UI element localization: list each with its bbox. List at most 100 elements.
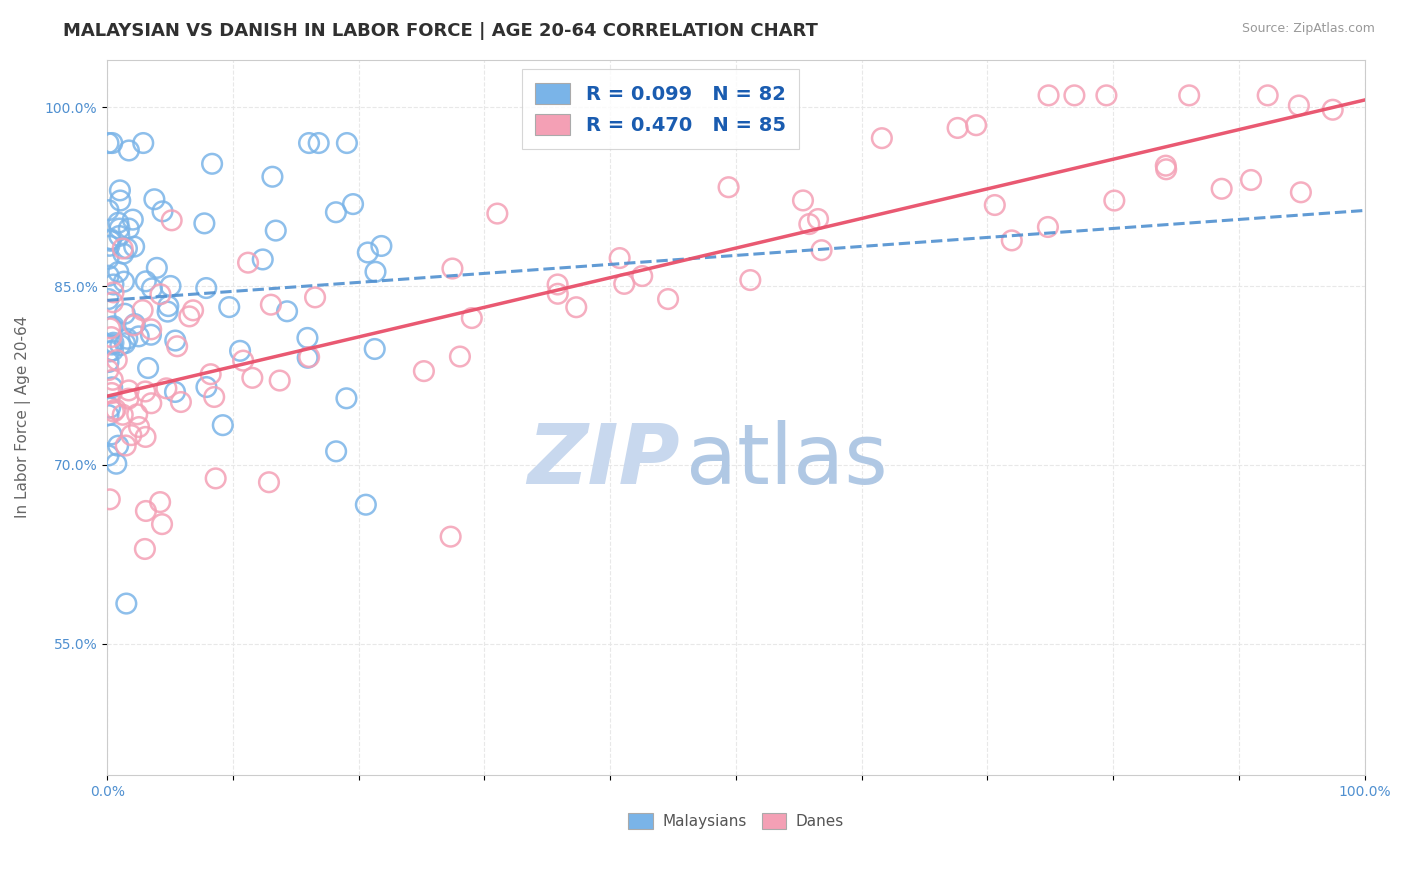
Point [117, 392, 139, 406]
Point [1289, 186, 1312, 200]
Point [157, 299, 180, 313]
Point [134, 541, 156, 556]
Point [110, 338, 132, 352]
Point [128, 420, 150, 434]
Point [121, 212, 143, 227]
Text: ZIP: ZIP [527, 419, 679, 500]
Point [364, 342, 387, 356]
Point [128, 329, 150, 343]
Point [257, 475, 280, 490]
Point [132, 136, 155, 150]
Point [101, 380, 124, 394]
Point [1154, 159, 1177, 173]
Point [297, 351, 319, 365]
Point [114, 336, 136, 351]
Point [118, 384, 141, 398]
Point [181, 303, 204, 318]
Point [269, 374, 291, 388]
Text: MALAYSIAN VS DANISH IN LABOR FORCE | AGE 20-64 CORRELATION CHART: MALAYSIAN VS DANISH IN LABOR FORCE | AGE… [63, 22, 818, 40]
Point [98, 492, 121, 507]
Point [122, 318, 145, 333]
Point [163, 384, 186, 399]
Point [297, 331, 319, 345]
Point [165, 334, 187, 348]
Point [984, 198, 1007, 212]
Point [108, 221, 131, 235]
Point [232, 353, 254, 368]
Point [276, 304, 298, 318]
Point [357, 245, 380, 260]
Point [97, 252, 120, 266]
Point [156, 304, 179, 318]
Point [134, 384, 156, 399]
Point [342, 197, 364, 211]
Point [141, 281, 163, 295]
Point [1240, 173, 1263, 187]
Point [101, 136, 124, 150]
Point [965, 118, 987, 132]
Point [134, 430, 156, 444]
Point [98, 321, 121, 335]
Point [486, 206, 509, 220]
Point [461, 311, 484, 326]
Point [308, 136, 330, 150]
Point [150, 517, 173, 532]
Point [98, 401, 121, 415]
Text: atlas: atlas [686, 419, 887, 500]
Point [179, 310, 201, 324]
Point [166, 339, 188, 353]
Point [218, 300, 240, 314]
Point [159, 279, 181, 293]
Point [631, 268, 654, 283]
Point [104, 402, 127, 417]
Point [354, 498, 377, 512]
Point [195, 380, 218, 394]
Point [364, 265, 387, 279]
Point [103, 285, 125, 300]
Point [325, 205, 347, 219]
Point [122, 239, 145, 253]
Point [1063, 88, 1085, 103]
Y-axis label: In Labor Force | Age 20-64: In Labor Force | Age 20-64 [15, 316, 31, 518]
Point [149, 495, 172, 509]
Point [111, 408, 134, 422]
Legend: Malaysians, Danes: Malaysians, Danes [623, 807, 849, 835]
Point [792, 194, 814, 208]
Point [325, 444, 347, 458]
Point [298, 136, 321, 150]
Point [117, 332, 139, 346]
Point [143, 192, 166, 206]
Point [193, 216, 215, 230]
Point [240, 371, 263, 385]
Point [799, 217, 821, 231]
Point [740, 273, 762, 287]
Point [112, 275, 135, 289]
Point [103, 319, 125, 334]
Point [103, 404, 125, 418]
Point [100, 330, 122, 344]
Point [204, 471, 226, 485]
Point [547, 286, 569, 301]
Point [1211, 182, 1233, 196]
Point [100, 232, 122, 246]
Point [807, 212, 830, 227]
Point [114, 438, 136, 452]
Point [229, 343, 252, 358]
Point [139, 327, 162, 342]
Point [336, 136, 359, 150]
Point [304, 290, 326, 304]
Point [195, 281, 218, 295]
Point [202, 390, 225, 404]
Point [97, 268, 120, 283]
Text: Source: ZipAtlas.com: Source: ZipAtlas.com [1241, 22, 1375, 36]
Point [115, 597, 138, 611]
Point [146, 260, 169, 275]
Point [103, 277, 125, 292]
Point [127, 407, 149, 421]
Point [1257, 88, 1279, 103]
Point [152, 204, 174, 219]
Point [107, 216, 129, 230]
Point [97, 363, 120, 377]
Point [97, 408, 120, 422]
Point [98, 344, 121, 359]
